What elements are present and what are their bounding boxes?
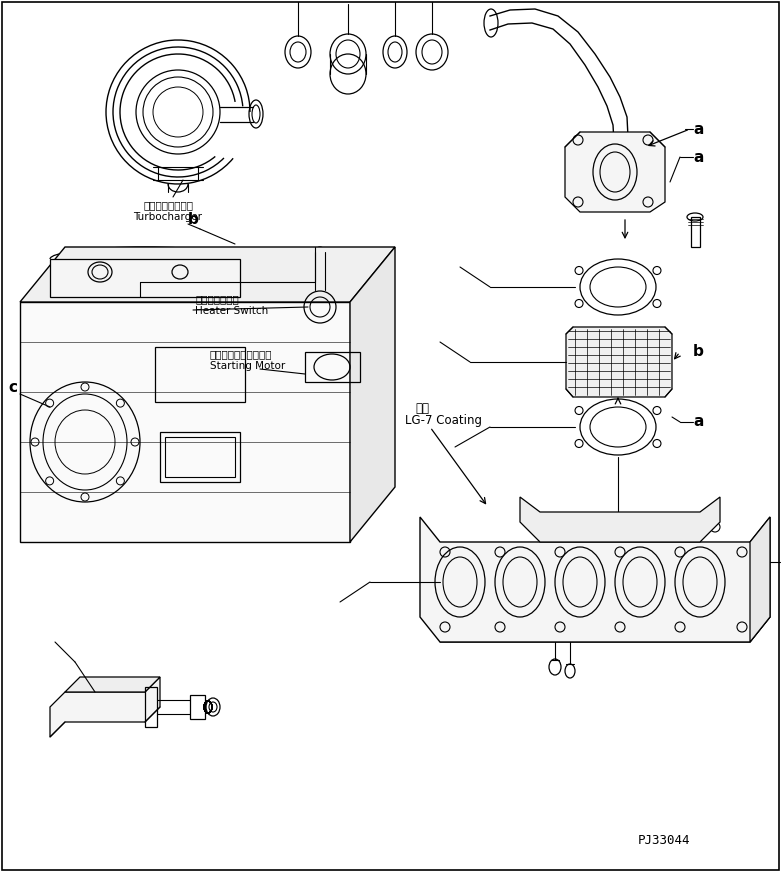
Text: ヒータスイッチ: ヒータスイッチ xyxy=(195,294,239,304)
Polygon shape xyxy=(565,132,665,212)
Bar xyxy=(305,352,360,382)
Bar xyxy=(20,302,350,542)
Bar xyxy=(160,432,240,482)
Text: a: a xyxy=(693,121,704,137)
Bar xyxy=(190,695,205,719)
Text: b: b xyxy=(693,344,704,359)
Polygon shape xyxy=(440,617,770,642)
Text: a: a xyxy=(693,149,704,165)
Text: Turbocharger: Turbocharger xyxy=(134,212,202,222)
Bar xyxy=(155,347,245,402)
Bar xyxy=(145,687,157,727)
Text: 塗布: 塗布 xyxy=(415,402,429,415)
Text: a: a xyxy=(693,414,704,430)
Polygon shape xyxy=(750,517,770,642)
Polygon shape xyxy=(350,247,395,542)
Polygon shape xyxy=(520,497,720,542)
Polygon shape xyxy=(65,677,160,692)
Text: スターティングモータ: スターティングモータ xyxy=(210,349,273,359)
Text: b: b xyxy=(188,212,199,227)
Polygon shape xyxy=(566,327,672,397)
Text: ターボチャージャ: ターボチャージャ xyxy=(143,200,193,210)
Bar xyxy=(691,217,700,247)
Text: c: c xyxy=(8,380,17,395)
Polygon shape xyxy=(50,677,160,737)
Text: Starting Motor: Starting Motor xyxy=(210,361,285,371)
Polygon shape xyxy=(20,247,395,302)
Text: PJ33044: PJ33044 xyxy=(638,834,690,847)
Polygon shape xyxy=(420,517,770,642)
Text: LG-7 Coating: LG-7 Coating xyxy=(405,414,482,427)
Bar xyxy=(50,259,240,297)
Text: Heater Switch: Heater Switch xyxy=(195,306,268,316)
Bar xyxy=(165,437,235,477)
